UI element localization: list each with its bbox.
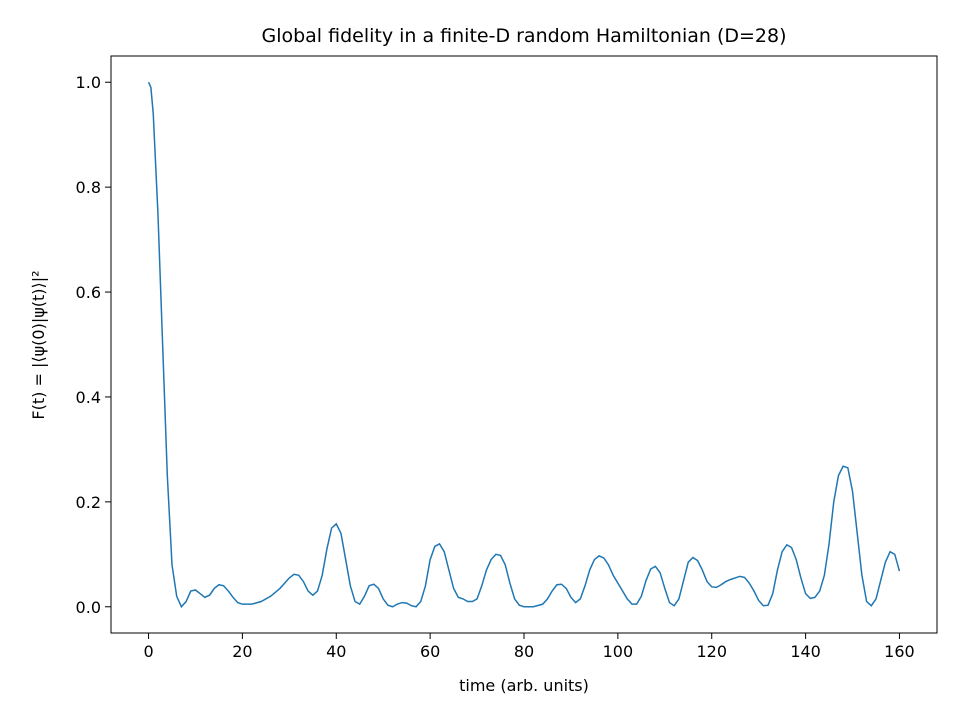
x-tick-label: 40 (326, 642, 346, 661)
chart-title: Global fidelity in a finite-D random Ham… (261, 25, 786, 47)
y-tick-label: 1.0 (76, 73, 101, 92)
data-line (147, 81, 901, 609)
x-tick-label: 160 (884, 642, 915, 661)
y-tick-label: 0.2 (76, 493, 101, 512)
x-tick-label: 140 (790, 642, 821, 661)
y-tick-label: 0.4 (76, 388, 101, 407)
x-tick-label: 60 (420, 642, 440, 661)
x-tick-label: 0 (143, 642, 153, 661)
y-tick-label: 0.0 (76, 598, 101, 617)
y-axis-label: F(t) = |⟨ψ(0)|ψ(t)⟩|² (29, 270, 48, 419)
x-tick-label: 120 (696, 642, 727, 661)
y-tick-label: 0.8 (76, 178, 101, 197)
x-axis-label: time (arb. units) (459, 676, 589, 695)
plot-frame (110, 55, 938, 634)
x-tick-label: 80 (514, 642, 534, 661)
x-tick-label: 100 (603, 642, 634, 661)
x-tick-label: 20 (232, 642, 252, 661)
y-tick-label: 0.6 (76, 283, 101, 302)
